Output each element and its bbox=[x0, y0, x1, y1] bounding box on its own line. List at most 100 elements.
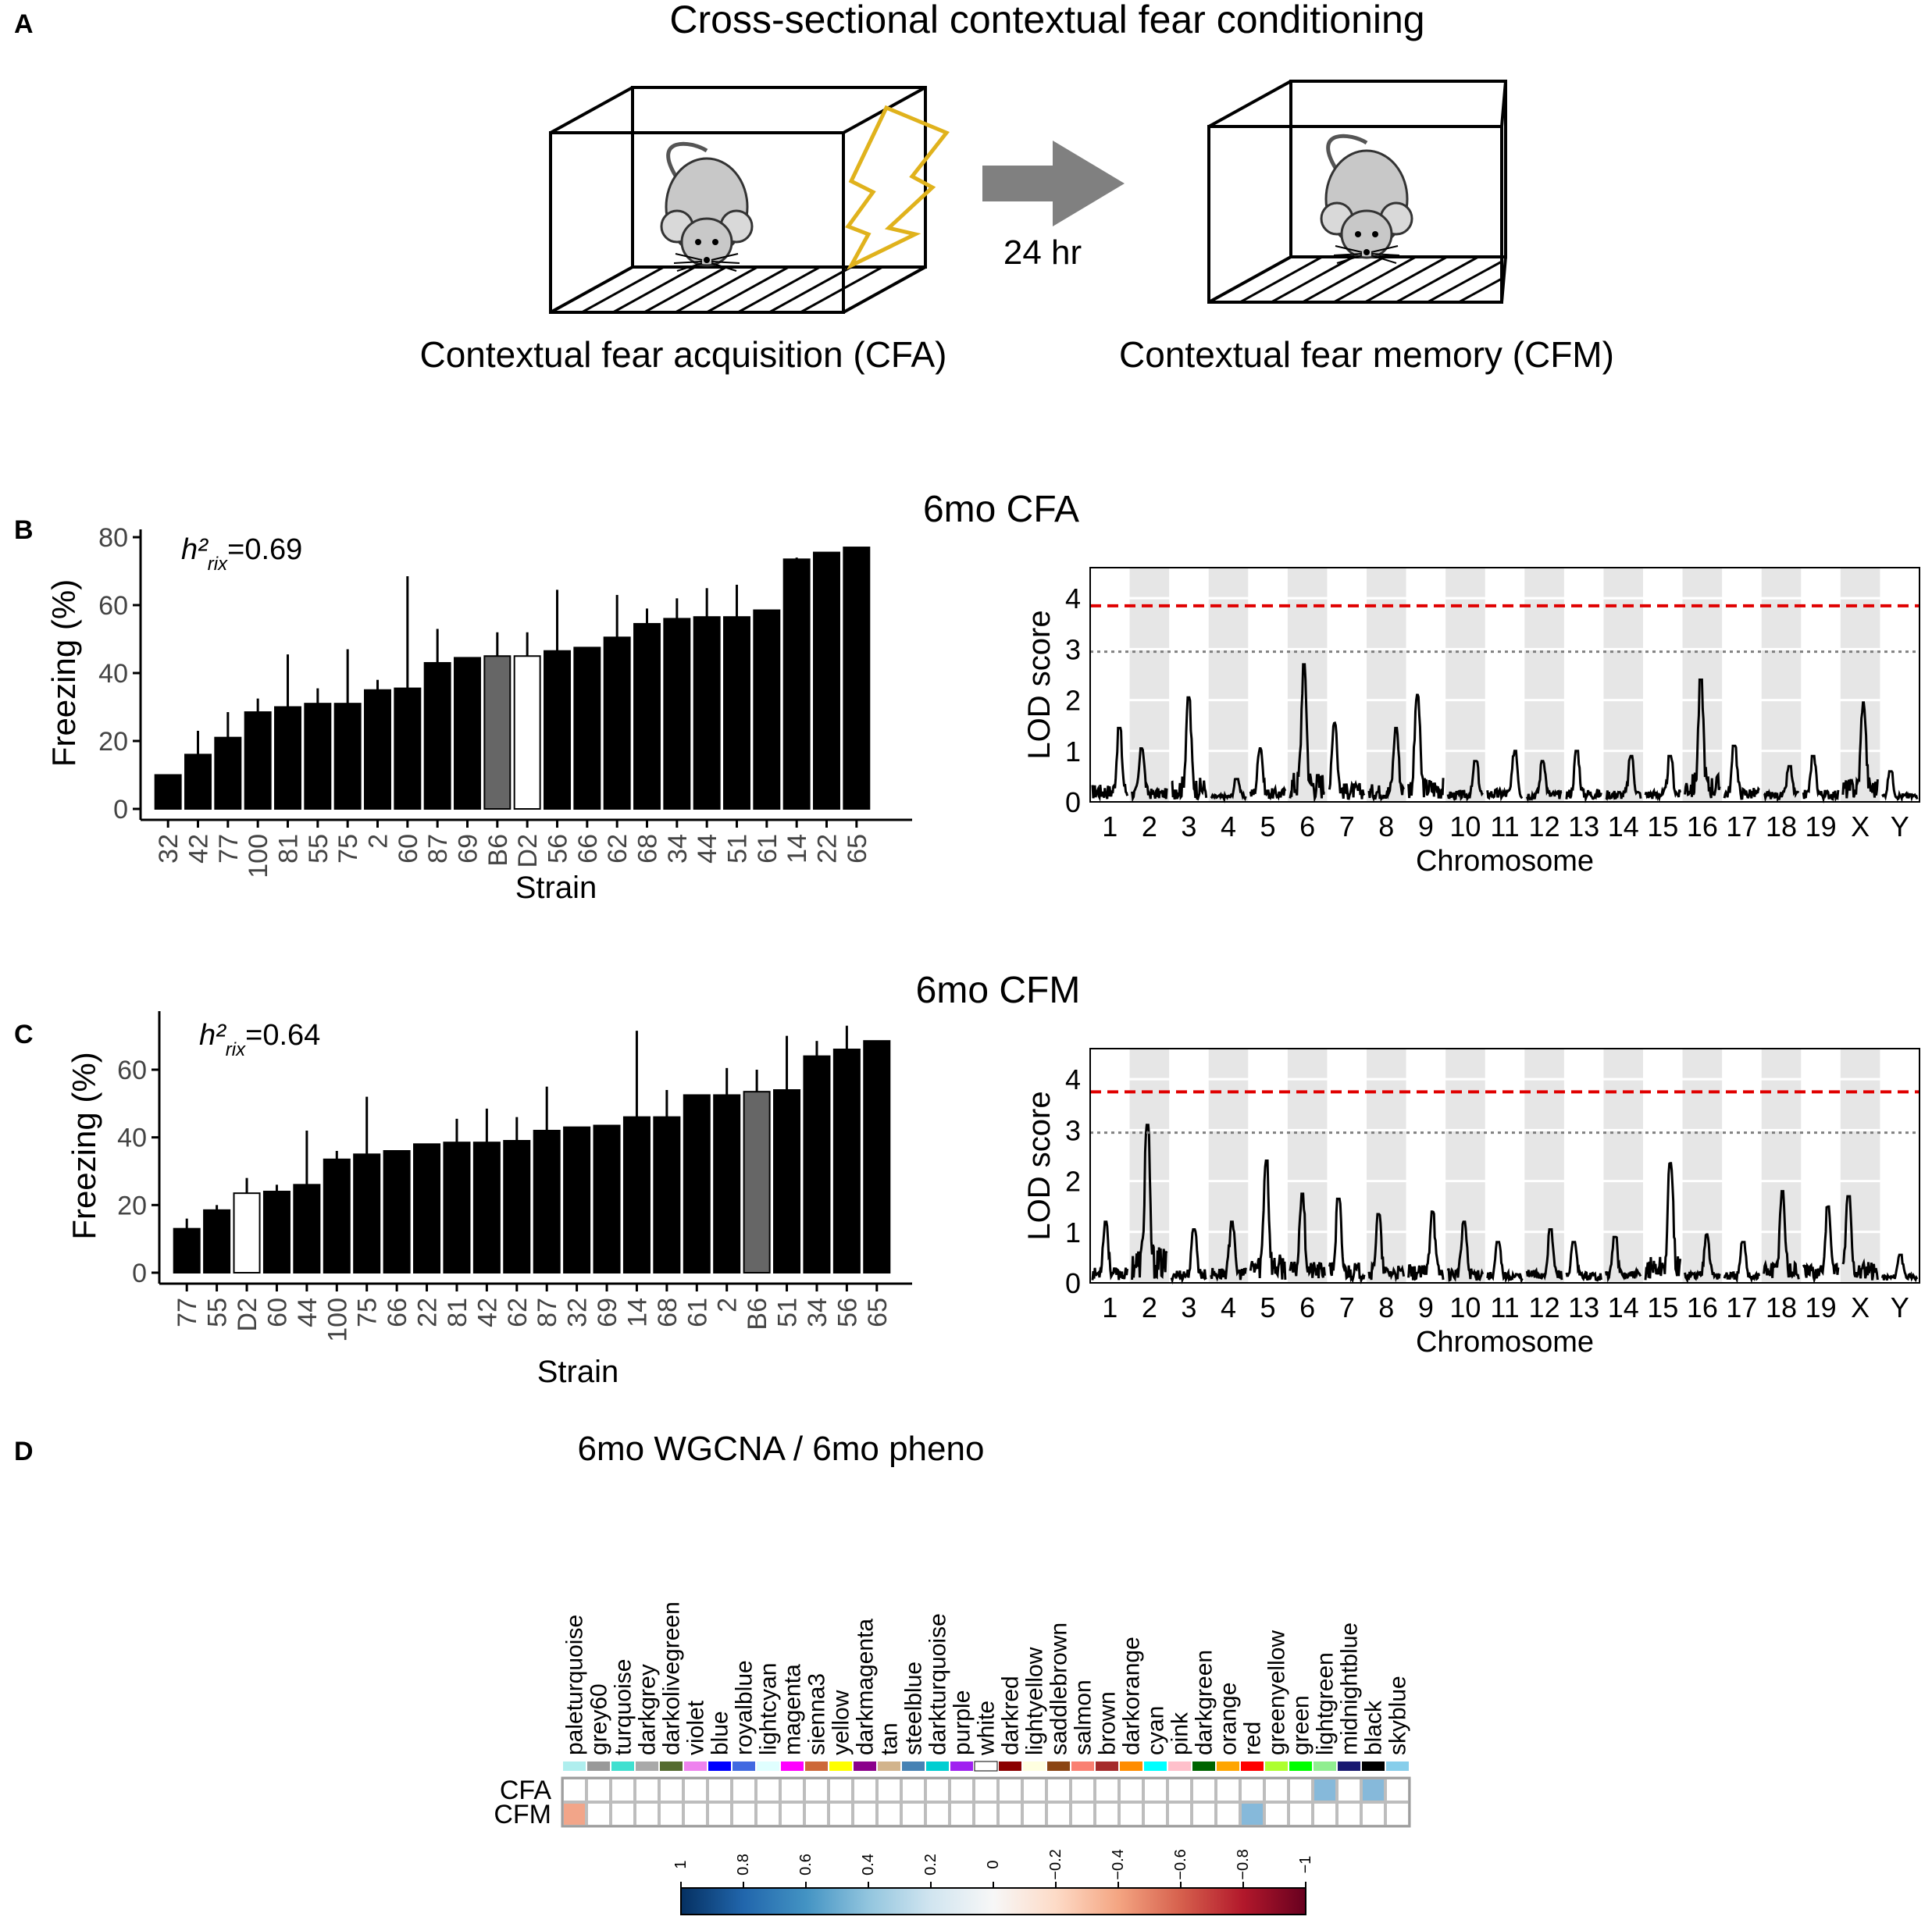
x-tick-label: 22 bbox=[813, 834, 843, 864]
heatmap-cell bbox=[950, 1778, 974, 1802]
plot-frame bbox=[1089, 567, 1920, 803]
heatmap-cell bbox=[998, 1802, 1022, 1826]
acquisition-label: Contextual fear acquisition (CFA) bbox=[420, 334, 947, 375]
bar-62 bbox=[503, 1140, 531, 1273]
x-tick-label: 69 bbox=[593, 1298, 622, 1327]
lod-curve-chr-Y bbox=[1880, 1253, 1919, 1283]
memory-floor-grid bbox=[1239, 255, 1502, 304]
heatmap-cell bbox=[804, 1778, 829, 1802]
chromosome-label: 17 bbox=[1726, 810, 1757, 842]
module-label-red: red bbox=[1240, 1722, 1266, 1755]
chromosome-label: 12 bbox=[1529, 1291, 1560, 1323]
heatmap-cell bbox=[1385, 1778, 1410, 1802]
panel-c-title: 6mo CFM bbox=[916, 970, 1081, 1011]
module-label-sienna3: sienna3 bbox=[804, 1673, 830, 1755]
heatmap-cell bbox=[683, 1778, 708, 1802]
module-label-grey60: grey60 bbox=[586, 1683, 612, 1755]
heatmap-cell bbox=[1046, 1802, 1071, 1826]
chromosome-label: 3 bbox=[1181, 810, 1196, 842]
chromosome-label: 16 bbox=[1687, 810, 1718, 842]
lod-curve-chr-17 bbox=[1723, 1241, 1761, 1284]
module-label-yellow: yellow bbox=[829, 1690, 854, 1755]
y-tick-label: 4 bbox=[1065, 582, 1081, 614]
colorbar-tick-label: 0 bbox=[985, 1860, 1002, 1868]
bar-32 bbox=[563, 1126, 591, 1273]
module-color-swatch bbox=[1265, 1761, 1288, 1771]
module-label-darkmagenta: darkmagenta bbox=[853, 1619, 879, 1755]
y-tick-label: 0 bbox=[1065, 1267, 1081, 1299]
chromosome-band bbox=[1603, 568, 1643, 802]
x-tick-label: 56 bbox=[832, 1298, 862, 1327]
x-tick-label: 81 bbox=[274, 834, 304, 864]
y-axis-title: LOD score bbox=[1022, 610, 1057, 759]
x-tick-label: 66 bbox=[383, 1298, 412, 1327]
x-tick-label: 62 bbox=[503, 1298, 533, 1327]
bar-81 bbox=[274, 706, 301, 810]
x-tick-label: 42 bbox=[184, 834, 214, 864]
module-label-darkgreen: darkgreen bbox=[1192, 1650, 1217, 1755]
x-tick-label: 55 bbox=[203, 1298, 233, 1327]
chromosome-band bbox=[1761, 568, 1802, 802]
lod-curve-chr-12 bbox=[1525, 1228, 1563, 1281]
module-label-salmon: salmon bbox=[1071, 1680, 1096, 1755]
module-color-swatch bbox=[1096, 1761, 1118, 1771]
time-arrow-icon bbox=[982, 141, 1125, 226]
module-color-swatch bbox=[1241, 1761, 1264, 1771]
chromosome-label: 19 bbox=[1805, 1291, 1837, 1323]
module-color-swatch bbox=[684, 1761, 707, 1771]
heatmap-cell bbox=[829, 1778, 853, 1802]
chromosome-label: 10 bbox=[1449, 1291, 1481, 1323]
module-label-paleturquoise: paleturquoise bbox=[562, 1615, 588, 1755]
heatmap-cell bbox=[1337, 1802, 1361, 1826]
x-tick-label: 68 bbox=[653, 1298, 683, 1327]
chromosome-band bbox=[1682, 1049, 1723, 1283]
bar-61 bbox=[683, 1094, 711, 1273]
panel-letter-a: A bbox=[14, 9, 34, 39]
heatmap-cell bbox=[1167, 1778, 1192, 1802]
chromosome-label: 4 bbox=[1221, 1291, 1236, 1323]
module-color-swatch bbox=[1071, 1761, 1094, 1771]
delay-label: 24 hr bbox=[1003, 233, 1082, 272]
module-color-swatch bbox=[636, 1761, 658, 1771]
chromosome-label: 19 bbox=[1805, 810, 1837, 842]
bar-32 bbox=[154, 774, 182, 810]
bar-75 bbox=[353, 1153, 381, 1274]
lod-curve-chr-4 bbox=[1210, 778, 1247, 803]
module-color-swatch bbox=[805, 1761, 828, 1771]
heatmap-cell bbox=[1143, 1802, 1167, 1826]
x-tick-label: 61 bbox=[683, 1298, 712, 1327]
lod-curve-chr-18 bbox=[1763, 764, 1800, 803]
x-tick-label: 81 bbox=[443, 1298, 472, 1327]
heatmap-cell bbox=[1167, 1802, 1192, 1826]
module-label-white: white bbox=[974, 1701, 1000, 1756]
y-tick-label: 60 bbox=[117, 1056, 147, 1085]
bar-100 bbox=[244, 711, 272, 810]
heatmap-cell bbox=[635, 1802, 659, 1826]
x-tick-label: 61 bbox=[753, 834, 782, 864]
module-color-swatch bbox=[1314, 1761, 1336, 1771]
heatmap-cell bbox=[1095, 1802, 1119, 1826]
bar-B6 bbox=[483, 655, 512, 810]
chromosome-label: Y bbox=[1891, 810, 1909, 842]
mouse-icon bbox=[1320, 134, 1413, 264]
x-axis-title: Chromosome bbox=[1416, 1326, 1594, 1359]
module-color-swatch bbox=[1338, 1761, 1360, 1771]
x-tick-label: 14 bbox=[622, 1298, 652, 1327]
lod-curve-chr-13 bbox=[1565, 750, 1602, 803]
lod-curve-chr-1 bbox=[1091, 1220, 1129, 1281]
bar-65 bbox=[843, 547, 871, 810]
heatmap-cell bbox=[683, 1802, 708, 1826]
heatmap-cell bbox=[998, 1778, 1022, 1802]
x-tick-label: 66 bbox=[573, 834, 603, 864]
row-label-CFM: CFM bbox=[494, 1800, 551, 1829]
module-label-violet: violet bbox=[683, 1700, 709, 1755]
panel-b-title: 6mo CFA bbox=[923, 489, 1079, 530]
bar-D2 bbox=[233, 1192, 261, 1273]
heatmap-cell bbox=[1071, 1778, 1095, 1802]
heatmap-cell bbox=[1361, 1778, 1385, 1802]
bar-77 bbox=[214, 736, 242, 810]
lod-curve-chr-17 bbox=[1723, 744, 1760, 800]
lod-curve-chr-9 bbox=[1407, 693, 1445, 799]
